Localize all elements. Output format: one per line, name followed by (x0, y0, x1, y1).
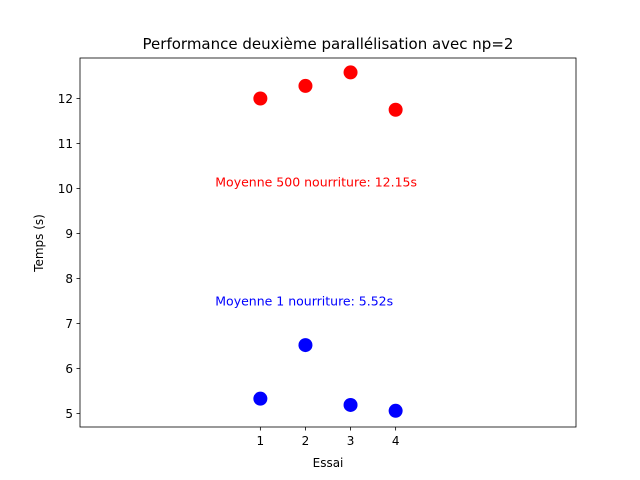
y-tick-label: 5 (65, 407, 73, 421)
data-point (253, 91, 268, 106)
y-tick-label: 12 (58, 92, 73, 106)
y-tick-label: 6 (65, 362, 73, 376)
y-tick-label: 9 (65, 227, 73, 241)
x-axis-label: Essai (313, 456, 344, 470)
annotations: Moyenne 500 nourriture: 12.15s Moyenne 1 … (215, 174, 417, 308)
data-point (343, 397, 358, 412)
data-point (388, 403, 403, 418)
y-axis-label: Temps (s) (32, 214, 46, 273)
y-tick-label: 10 (58, 182, 73, 196)
data-point (388, 102, 403, 117)
data-point (253, 391, 268, 406)
y-tick-label: 11 (58, 137, 73, 151)
x-axis-ticks: 1 2 3 4 (257, 427, 400, 448)
annotation-text: Moyenne 1 nourriture: 5.52s (215, 294, 393, 309)
data-point (298, 338, 313, 353)
data-points (253, 65, 403, 418)
data-point (298, 78, 313, 93)
data-point (343, 65, 358, 80)
x-tick-label: 4 (392, 434, 400, 448)
chart-title: Performance deuxième parallélisation ave… (143, 35, 514, 53)
y-axis-ticks: 5 6 7 8 9 10 11 12 (58, 92, 80, 421)
y-tick-label: 7 (65, 317, 73, 331)
plot-area (79, 57, 577, 428)
x-tick-label: 2 (302, 434, 310, 448)
x-tick-label: 3 (347, 434, 355, 448)
x-tick-label: 1 (257, 434, 265, 448)
plot-frame (79, 57, 577, 428)
y-tick-label: 8 (65, 272, 73, 286)
annotation-text: Moyenne 500 nourriture: 12.15s (215, 174, 417, 189)
